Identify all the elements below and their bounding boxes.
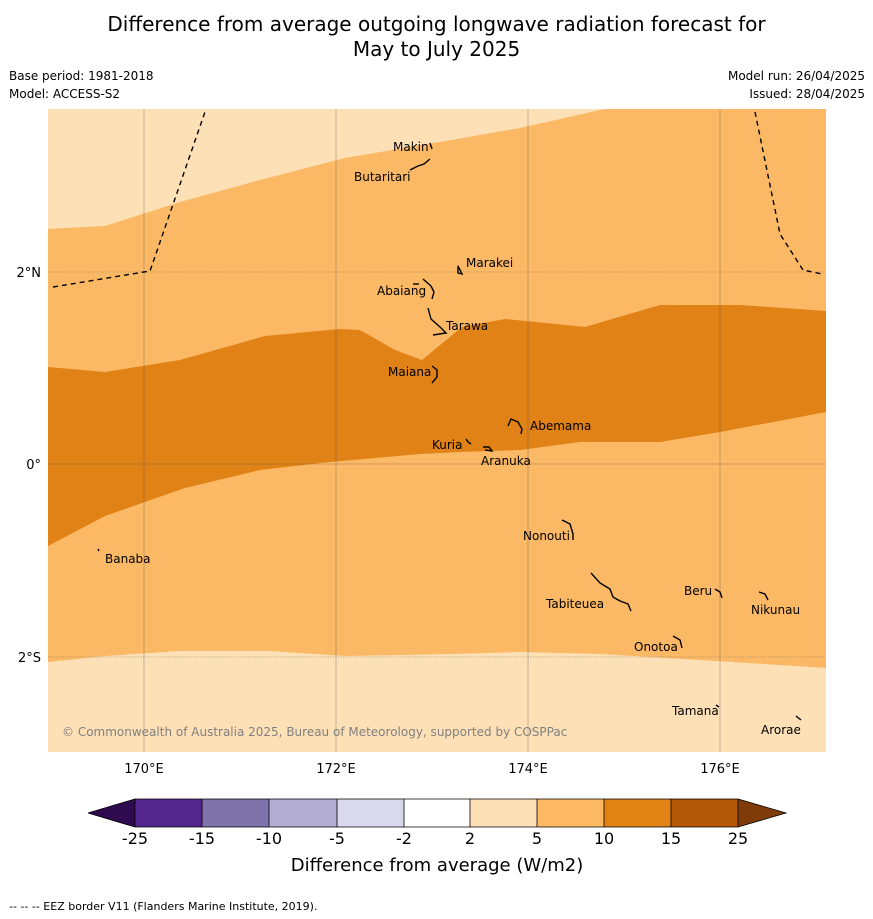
axis-labels: 170°E 172°E 174°E 176°E 2°N 0° 2°S	[17, 266, 740, 777]
eez-border	[52, 109, 823, 288]
butaritari-island	[409, 158, 431, 171]
colorbar-segment-5	[404, 799, 470, 827]
title-line-1: Difference from average outgoing longwav…	[107, 12, 766, 36]
label-arorae: Arorae	[761, 723, 801, 737]
label-nikunau: Nikunau	[751, 603, 800, 617]
lon-tick-174: 174°E	[508, 762, 548, 777]
map-title: Difference from average outgoing longwav…	[0, 12, 873, 62]
label-maiana: Maiana	[388, 365, 431, 379]
graticule	[143, 109, 721, 752]
makin-island	[429, 142, 433, 150]
label-banaba: Banaba	[105, 552, 151, 566]
colorbar-arrow-high	[738, 799, 786, 827]
aranuka-island	[483, 446, 494, 452]
maiana-island	[431, 365, 438, 384]
onotoa-island	[672, 635, 683, 649]
issued-date: Issued: 28/04/2025	[749, 87, 865, 101]
islands	[97, 142, 802, 721]
colorbar-label-2: -15	[189, 829, 215, 848]
colorbar-segment-3	[269, 799, 337, 827]
model-name: Model: ACCESS-S2	[9, 87, 121, 101]
colorbar-title: Difference from average (W/m2)	[291, 855, 583, 876]
colorbar-label-10: 25	[728, 829, 748, 848]
nonouti-island	[561, 519, 574, 540]
label-onotoa: Onotoa	[634, 640, 678, 654]
colorbar-segment-6	[470, 799, 537, 827]
label-butaritari: Butaritari	[354, 170, 411, 184]
label-abemama: Abemama	[530, 419, 591, 433]
colorbar-label-3: -10	[256, 829, 282, 848]
colorbar-label-9: 15	[661, 829, 681, 848]
label-makin: Makin	[393, 140, 429, 154]
label-tamana: Tamana	[671, 704, 719, 718]
banaba-island	[97, 548, 100, 552]
island-labels: Makin Butaritari Marakei Abaiang Tarawa …	[105, 140, 801, 737]
lat-tick-2s: 2°S	[18, 651, 41, 666]
abaiang-island	[422, 278, 435, 300]
marakei-island	[457, 265, 464, 276]
meta-right: Model run: 26/04/2025 Issued: 28/04/2025	[728, 67, 865, 103]
colorbar-arrow-low	[88, 799, 135, 827]
lat-tick-0: 0°	[26, 458, 41, 473]
colorbar-segment-4	[337, 799, 404, 827]
lon-tick-170: 170°E	[124, 762, 164, 777]
label-marakei: Marakei	[466, 256, 513, 270]
colorbar-segment-1	[135, 799, 202, 827]
eez-footnote: -- -- -- EEZ border V11 (Flanders Marine…	[9, 900, 318, 913]
kuria-island	[465, 438, 472, 445]
title-line-2: May to July 2025	[352, 37, 521, 61]
label-kuria: Kuria	[432, 438, 463, 452]
beru-island	[714, 588, 723, 599]
colorbar-segment-8	[604, 799, 671, 827]
meta-left: Base period: 1981-2018 Model: ACCESS-S2	[9, 67, 154, 103]
copyright-notice: © Commonwealth of Australia 2025, Bureau…	[62, 725, 567, 739]
colorbar-label-4: -5	[329, 829, 345, 848]
colorbar-label-1: -25	[122, 829, 148, 848]
colorbar: -25 -15 -10 -5 -2 2 5 10 15 25 Differenc…	[87, 798, 788, 876]
nikunau-island	[758, 591, 769, 601]
label-tabiteuea: Tabiteuea	[545, 597, 604, 611]
label-beru: Beru	[684, 584, 712, 598]
tamana-island	[715, 704, 720, 708]
map-area: Makin Butaritari Marakei Abaiang Tarawa …	[48, 109, 826, 752]
lon-tick-176: 176°E	[700, 762, 740, 777]
tarawa-island	[427, 307, 448, 336]
lon-tick-172: 172°E	[316, 762, 356, 777]
label-nonouti: Nonouti	[523, 529, 570, 543]
colorbar-label-6: 2	[465, 829, 475, 848]
colorbar-segment-2	[202, 799, 269, 827]
colorbar-label-8: 10	[594, 829, 614, 848]
label-aranuka: Aranuka	[481, 454, 531, 468]
colorbar-label-7: 5	[532, 829, 542, 848]
band-10-to-15	[48, 305, 826, 546]
lat-tick-2n: 2°N	[17, 266, 42, 281]
tabiteuea-island	[590, 572, 632, 612]
arorae-island	[795, 715, 802, 721]
model-run: Model run: 26/04/2025	[727, 69, 865, 83]
label-tarawa: Tarawa	[445, 319, 488, 333]
label-abaiang: Abaiang	[377, 284, 426, 298]
colorbar-segment-9	[671, 799, 738, 827]
abemama-island	[507, 418, 523, 435]
colorbar-label-5: -2	[396, 829, 412, 848]
colorbar-segment-7	[537, 799, 604, 827]
base-period: Base period: 1981-2018	[9, 69, 154, 83]
